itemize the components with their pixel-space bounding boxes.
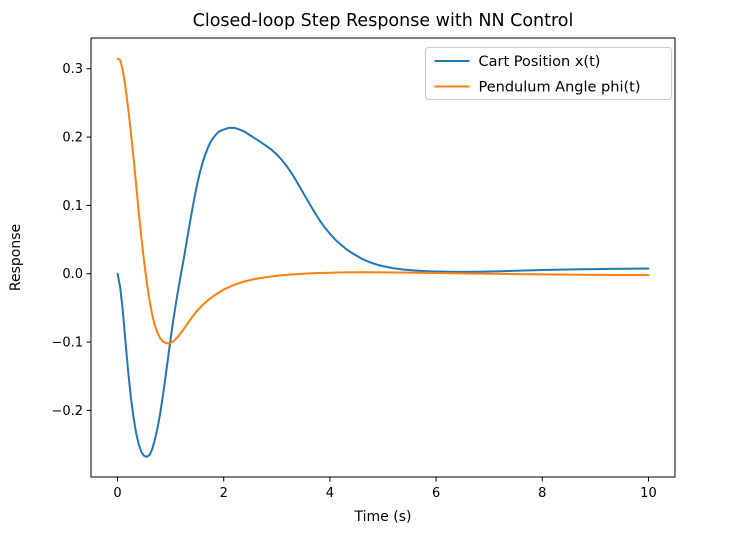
x-tick-label: 2 [220,486,228,501]
series-group [116,57,650,458]
legend-box [425,47,672,100]
y-tick-label: 0.2 [62,131,83,146]
y-tick-label: 0.1 [62,199,83,214]
y-tick-label: −0.1 [51,336,83,351]
axes-spines [90,37,676,478]
x-tick-label: 8 [538,486,546,501]
chart-title: Closed-loop Step Response with NN Contro… [193,11,574,31]
axes-group: 0 2 4 6 8 10 −0.2 −0.1 0.0 0.1 0.2 0.3 [51,62,656,501]
legend: Cart Position x(t) Pendulum Angle phi(t) [425,47,672,100]
x-tick-label: 0 [113,486,121,501]
series-line-pendulum-angle-phi-t [116,57,650,345]
plot-area [91,38,675,477]
y-tick-label: 0.3 [62,62,83,77]
legend-label: Pendulum Angle phi(t) [479,80,641,96]
y-tick-label: −0.2 [51,404,83,419]
legend-label: Cart Position x(t) [479,54,601,70]
x-tick-label: 10 [640,486,657,501]
y-axis-label: Response [8,224,24,291]
x-tick-label: 6 [432,486,440,501]
y-tick-label: 0.0 [62,267,83,282]
x-tick-label: 4 [326,486,334,501]
x-axis-label: Time (s) [354,509,412,525]
series-line-cart-position-x-t [116,126,650,458]
